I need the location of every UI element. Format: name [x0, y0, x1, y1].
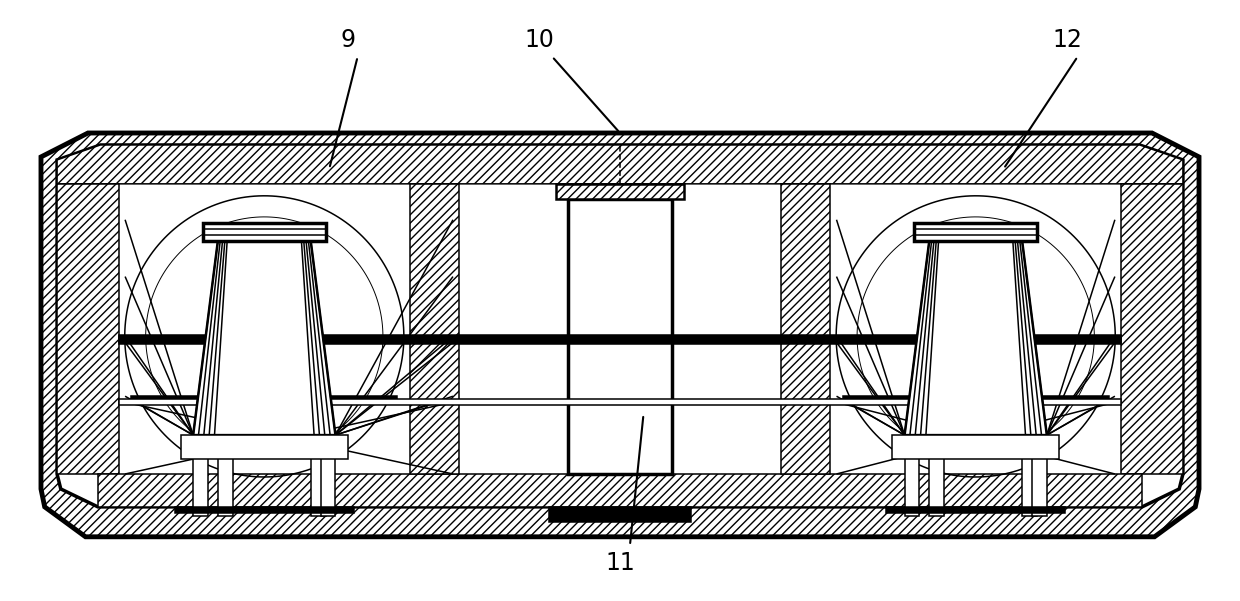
Polygon shape — [41, 133, 1199, 537]
Polygon shape — [131, 396, 397, 402]
Polygon shape — [914, 223, 1037, 240]
Polygon shape — [98, 474, 1142, 507]
Polygon shape — [781, 184, 831, 474]
Text: 11: 11 — [605, 551, 635, 575]
Polygon shape — [311, 435, 326, 516]
Polygon shape — [843, 396, 1109, 402]
Polygon shape — [57, 145, 1183, 184]
Polygon shape — [1032, 435, 1047, 516]
Text: 12: 12 — [1053, 28, 1083, 52]
Polygon shape — [321, 435, 336, 516]
Polygon shape — [119, 335, 1121, 344]
Text: 10: 10 — [525, 28, 554, 52]
Polygon shape — [1121, 184, 1183, 474]
Polygon shape — [175, 507, 353, 513]
Polygon shape — [193, 240, 336, 435]
Polygon shape — [549, 507, 691, 522]
Polygon shape — [409, 184, 459, 474]
Polygon shape — [119, 337, 409, 343]
Polygon shape — [193, 435, 208, 516]
Polygon shape — [887, 507, 1065, 513]
Polygon shape — [831, 337, 1121, 343]
Polygon shape — [904, 240, 1047, 435]
Polygon shape — [893, 435, 1059, 459]
Polygon shape — [119, 399, 1121, 405]
Polygon shape — [568, 199, 672, 474]
Polygon shape — [57, 184, 119, 474]
Polygon shape — [203, 223, 326, 240]
Text: 9: 9 — [340, 28, 356, 52]
Polygon shape — [556, 184, 684, 199]
Polygon shape — [181, 435, 347, 459]
Polygon shape — [929, 435, 944, 516]
Polygon shape — [218, 435, 233, 516]
Polygon shape — [1022, 435, 1037, 516]
Polygon shape — [57, 145, 1183, 507]
Polygon shape — [904, 435, 919, 516]
